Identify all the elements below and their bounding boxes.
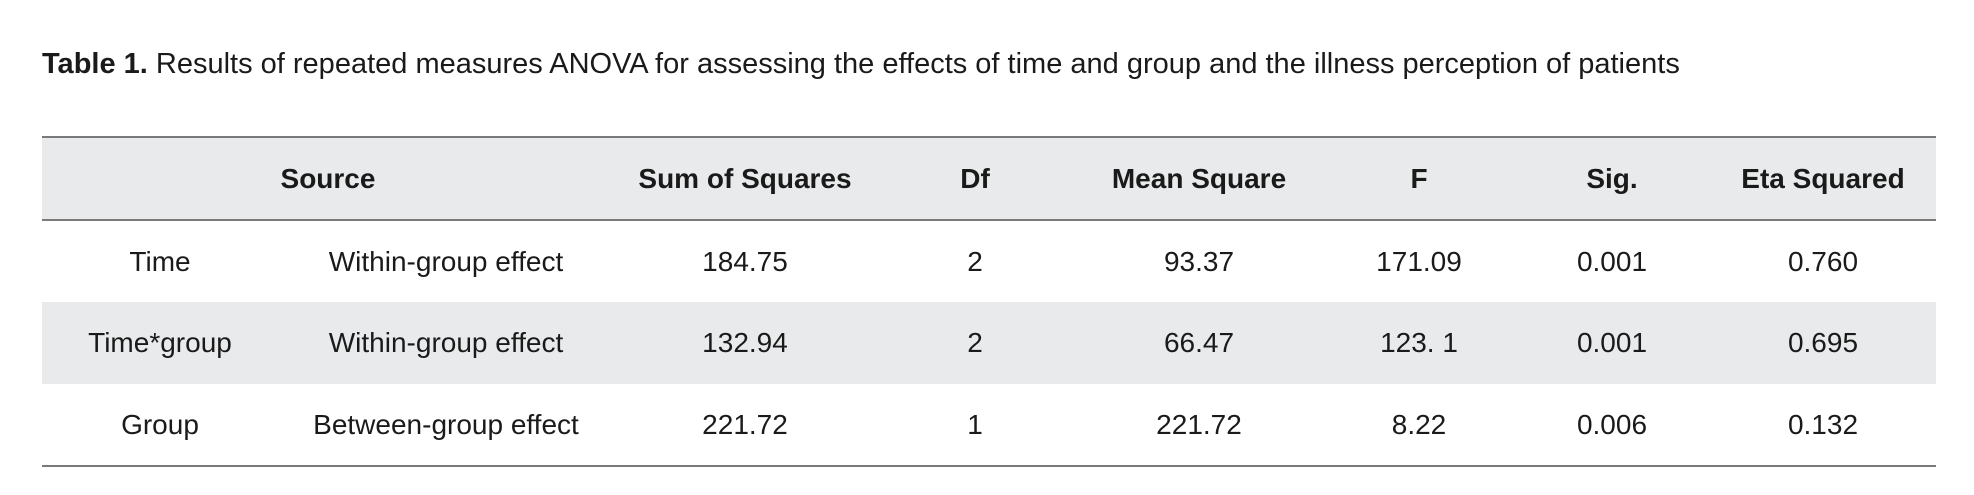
cell-mean-square: 221.72 (1156, 408, 1242, 440)
header-df: Df (960, 162, 990, 194)
row-factor: Group (121, 408, 199, 440)
row-effect: Between-group effect (313, 408, 579, 440)
cell-eta-squared: 0.760 (1787, 245, 1859, 277)
table-row: Time*group Within-group effect 132.94 2 … (42, 302, 1936, 384)
cell-mean-square: 93.37 (1163, 245, 1235, 277)
table-row: Time Within-group effect 184.75 2 93.37 … (42, 220, 1936, 302)
table-caption: Table 1. Results of repeated measures AN… (42, 44, 1942, 84)
cell-f: 123. 1 (1380, 327, 1458, 358)
header-row: Source Sum of Squares Df Mean Square F S… (42, 137, 1936, 220)
cell-f: 8.22 (1391, 408, 1447, 440)
cell-sig: 0.006 (1576, 408, 1648, 440)
row-effect: Within-group effect (328, 245, 564, 277)
header-f: F (1410, 162, 1428, 194)
cell-sum-of-squares: 221.72 (702, 408, 788, 440)
cell-sum-of-squares: 132.94 (702, 327, 788, 358)
anova-table: Source Sum of Squares Df Mean Square F S… (42, 136, 1936, 467)
cell-sig: 0.001 (1576, 245, 1648, 277)
row-factor: Time*group (88, 327, 232, 358)
header-source: Source (280, 162, 376, 194)
cell-sum-of-squares: 184.75 (702, 245, 788, 277)
header-sig: Sig. (1586, 162, 1638, 194)
table-caption-text: Results of repeated measures ANOVA for a… (147, 48, 1680, 80)
row-factor: Time (129, 245, 191, 277)
cell-mean-square: 66.47 (1163, 327, 1235, 358)
cell-sig: 0.001 (1576, 327, 1648, 358)
cell-eta-squared: 0.695 (1787, 327, 1859, 358)
cell-df: 2 (967, 327, 983, 358)
row-effect: Within-group effect (328, 327, 564, 358)
table-row: Group Between-group effect 221.72 1 221.… (42, 384, 1936, 466)
table-label: Table 1. (42, 48, 148, 80)
cell-f: 171.09 (1376, 245, 1462, 277)
header-sum-of-squares: Sum of Squares (638, 162, 852, 194)
header-mean-square: Mean Square (1111, 162, 1287, 194)
header-eta-squared: Eta Squared (1741, 162, 1905, 194)
cell-df: 2 (967, 245, 983, 277)
cell-df: 1 (967, 408, 983, 440)
cell-eta-squared: 0.132 (1787, 408, 1859, 440)
